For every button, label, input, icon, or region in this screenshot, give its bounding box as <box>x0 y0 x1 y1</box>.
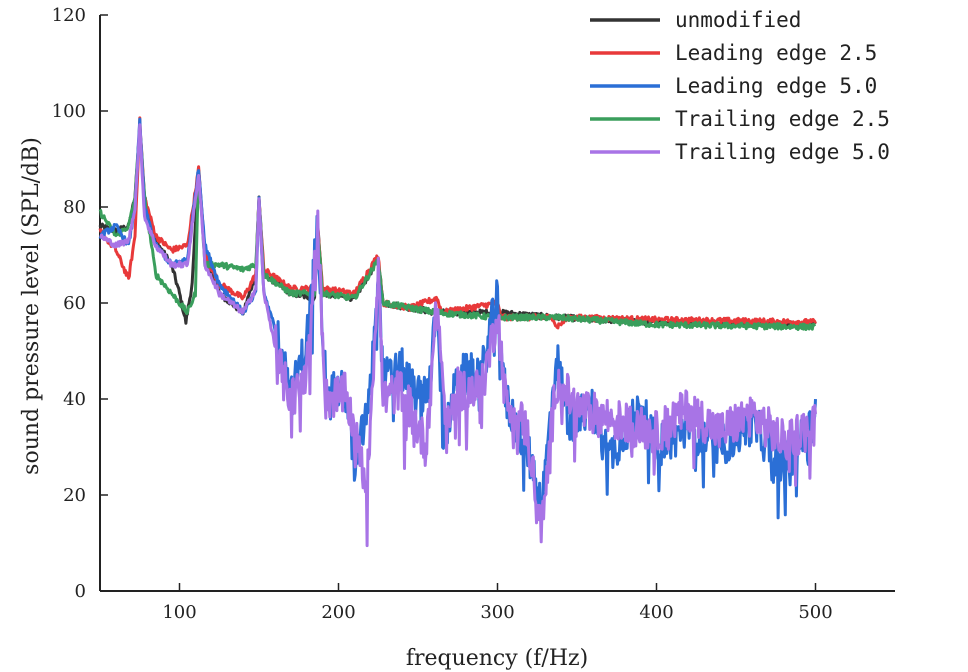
y-tick-label: 100 <box>52 101 86 122</box>
legend-label: Leading edge 2.5 <box>675 41 877 65</box>
y-tick-label: 20 <box>63 485 86 506</box>
series-lines <box>98 116 817 548</box>
x-tick-label: 500 <box>798 602 832 623</box>
y-tick-label: 40 <box>63 389 86 410</box>
series-line-trailing-edge-5-0 <box>99 123 817 548</box>
x-tick-label: 200 <box>321 602 355 623</box>
x-tick-label: 300 <box>480 602 514 623</box>
y-tick-label: 60 <box>63 293 86 314</box>
legend-label: unmodified <box>675 8 801 32</box>
legend: unmodified Leading edge 2.5 Leading edge 5… <box>590 8 890 164</box>
y-tick-label: 120 <box>52 5 86 26</box>
y-tick-label: 80 <box>63 197 86 218</box>
x-tick-label: 400 <box>639 602 673 623</box>
series-line-trailing-edge-2-5 <box>98 125 817 331</box>
legend-label: Trailing edge 2.5 <box>675 107 890 131</box>
x-axis-title: frequency (f/Hz) <box>406 646 588 671</box>
legend-label: Trailing edge 5.0 <box>675 140 890 164</box>
y-tick-label: 0 <box>75 581 86 602</box>
x-tick-label: 100 <box>162 602 196 623</box>
y-axis-title: sound pressure level (SPL/dB) <box>19 137 44 475</box>
axes: 100 200 300 400 500 0 20 40 60 80 100 120 <box>52 5 895 623</box>
legend-label: Leading edge 5.0 <box>675 74 877 98</box>
